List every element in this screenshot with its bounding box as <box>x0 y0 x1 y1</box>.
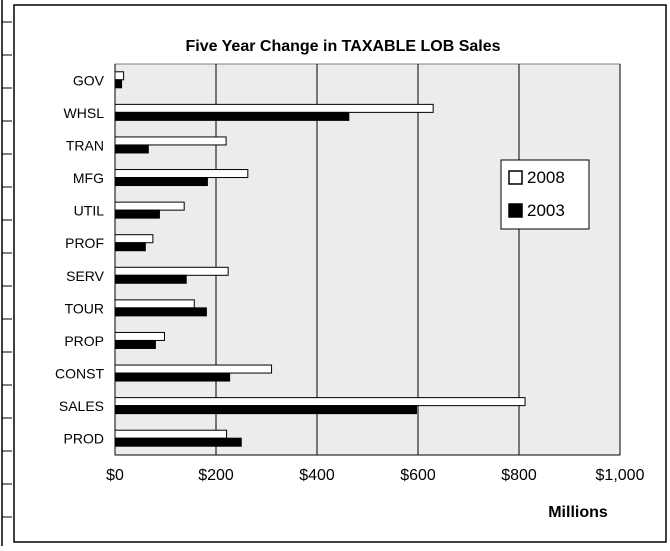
x-tick-label: $200 <box>198 467 234 484</box>
bar-2008-prof <box>114 234 154 244</box>
bar-2003-mfg <box>114 177 208 187</box>
category-label: SERV <box>66 268 105 284</box>
bar-2003-serv <box>114 274 187 284</box>
bar-2003-tran <box>114 144 149 154</box>
left-edge-strip <box>1 0 12 546</box>
bar-2008-tour <box>114 299 195 309</box>
category-label: TOUR <box>65 300 104 316</box>
x-tick-label: $600 <box>400 467 436 484</box>
legend-label-2003: 2003 <box>527 201 565 220</box>
category-label: UTIL <box>74 203 105 219</box>
bar-2008-serv <box>114 266 229 276</box>
category-label: SALES <box>59 398 104 414</box>
category-label: WHSL <box>64 105 105 121</box>
category-label: TRAN <box>66 137 104 153</box>
bar-2008-util <box>114 201 185 211</box>
bar-2003-gov <box>114 79 123 89</box>
x-tick-label: $400 <box>299 467 335 484</box>
category-labels: GOV WHSL TRAN MFG UTIL PROF SERV TOUR PROP CONST S… <box>55 72 105 446</box>
bar-2003-prof <box>114 242 146 252</box>
bar-2008-sales <box>114 397 526 407</box>
bar-2003-util <box>114 209 160 219</box>
category-label: PROD <box>64 431 104 447</box>
x-tick-label: $0 <box>106 467 124 484</box>
x-tick-label: $1,000 <box>596 467 645 484</box>
bar-2008-const <box>114 364 273 374</box>
bar-2008-prop <box>114 331 165 341</box>
bar-2008-prod <box>114 429 228 439</box>
bar-2003-const <box>114 372 231 382</box>
category-label: CONST <box>55 366 104 382</box>
bar-2008-gov <box>114 71 125 81</box>
bar-2003-whsl <box>114 111 350 121</box>
category-label: PROF <box>65 235 104 251</box>
x-tick-labels: $0 $200 $400 $600 $800 $1,000 <box>106 467 644 484</box>
legend-label-2008: 2008 <box>527 168 565 187</box>
grid-lines <box>215 64 621 455</box>
x-axis-label: Millions <box>548 504 608 521</box>
bar-2003-tour <box>114 307 207 317</box>
category-label: PROP <box>64 333 104 349</box>
category-label: GOV <box>73 72 105 88</box>
category-label: MFG <box>73 170 104 186</box>
x-tick-label: $800 <box>501 467 537 484</box>
legend-swatch-2003 <box>508 203 523 218</box>
bar-2003-sales <box>114 405 417 415</box>
chart-title: Five Year Change in TAXABLE LOB Sales <box>185 38 500 55</box>
bar-2008-whsl <box>114 103 434 113</box>
bar-2003-prod <box>114 437 242 447</box>
legend: 2008 2003 <box>500 159 590 230</box>
bar-2008-tran <box>114 136 227 146</box>
bar-2003-prop <box>114 339 156 349</box>
legend-swatch-2008 <box>508 170 523 185</box>
plot-area <box>114 63 621 456</box>
bar-2008-mfg <box>114 169 249 179</box>
